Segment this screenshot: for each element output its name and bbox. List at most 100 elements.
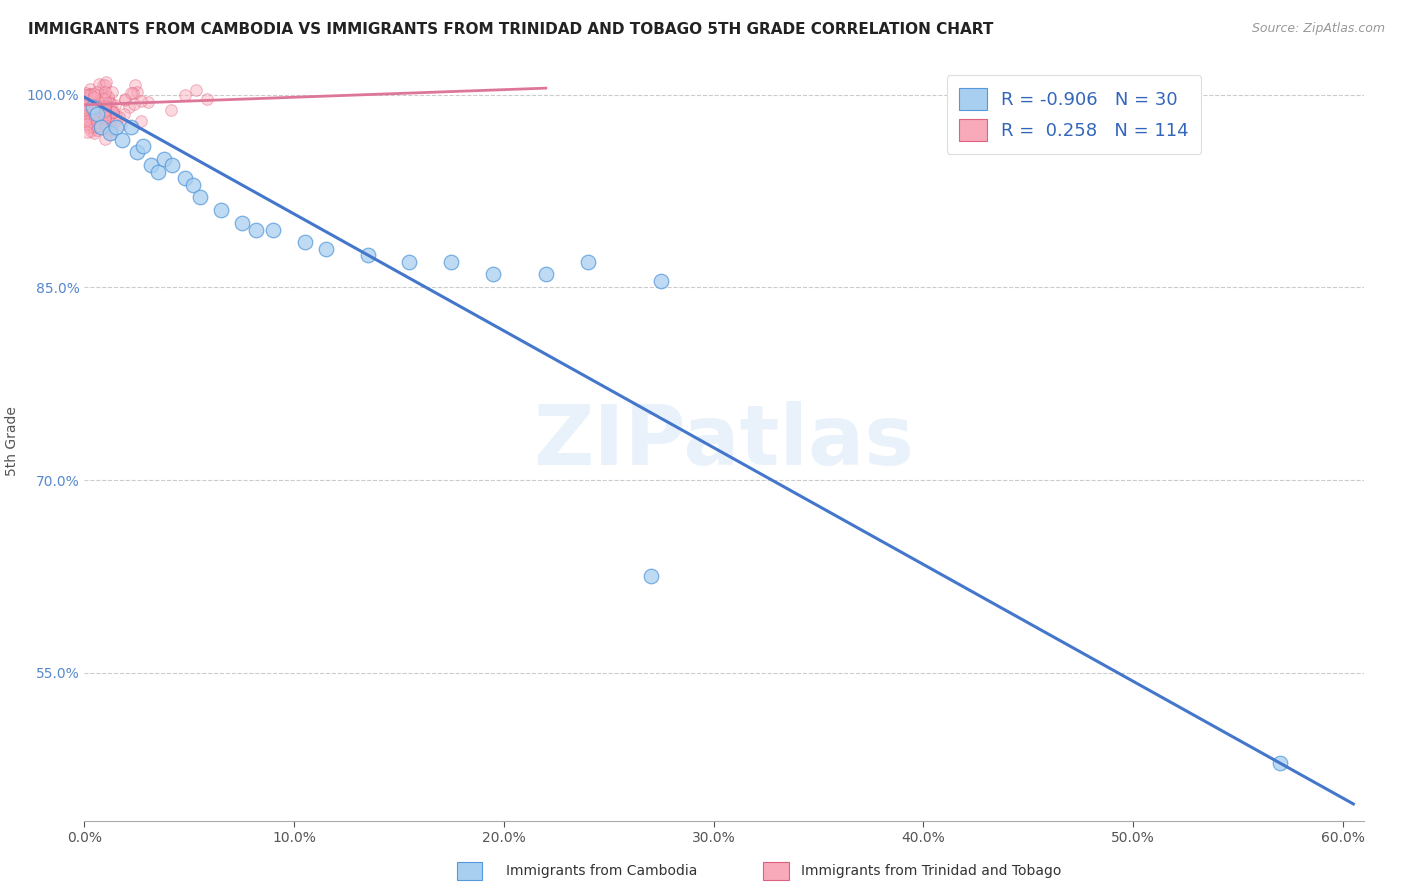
Point <box>75 112 97 127</box>
Point <box>86 112 108 126</box>
Point <box>89 77 111 91</box>
Point <box>80 98 103 112</box>
Point <box>86 115 108 129</box>
Point <box>79 93 101 107</box>
Point <box>82 92 104 106</box>
Point <box>84 93 107 107</box>
Point <box>100 96 122 111</box>
Point <box>83 126 105 140</box>
Point <box>101 85 124 99</box>
Point <box>86 107 108 121</box>
Point <box>79 124 101 138</box>
Point <box>186 83 208 97</box>
Point <box>79 118 101 132</box>
Point <box>79 111 101 125</box>
Point <box>79 95 101 109</box>
Point <box>112 107 135 121</box>
Point <box>103 105 125 120</box>
Point <box>96 102 118 116</box>
Text: Immigrants from Trinidad and Tobago: Immigrants from Trinidad and Tobago <box>801 863 1062 878</box>
Point <box>100 103 122 118</box>
Text: Source: ZipAtlas.com: Source: ZipAtlas.com <box>1251 22 1385 36</box>
Point <box>86 123 108 137</box>
Point <box>76 103 98 118</box>
Point <box>77 88 100 103</box>
Point <box>440 254 463 268</box>
Point <box>77 120 100 134</box>
Point <box>124 78 146 92</box>
Point <box>231 216 253 230</box>
Point <box>141 158 163 172</box>
Point <box>89 109 111 123</box>
Point <box>75 104 97 119</box>
Point <box>75 108 97 122</box>
Point <box>183 178 205 192</box>
Point <box>118 100 141 114</box>
Point <box>79 87 101 101</box>
Point <box>101 122 124 136</box>
Point <box>76 112 98 127</box>
Point <box>209 203 232 218</box>
Point <box>104 114 127 128</box>
Point <box>111 132 134 146</box>
Point <box>73 91 96 105</box>
Point <box>94 95 117 110</box>
Point <box>84 98 107 112</box>
Point <box>82 100 104 114</box>
Text: IMMIGRANTS FROM CAMBODIA VS IMMIGRANTS FROM TRINIDAD AND TOBAGO 5TH GRADE CORREL: IMMIGRANTS FROM CAMBODIA VS IMMIGRANTS F… <box>28 22 994 37</box>
Point <box>86 120 108 135</box>
Point <box>132 139 155 153</box>
Point <box>75 96 97 111</box>
Point <box>77 105 100 120</box>
Point <box>86 119 108 133</box>
Point <box>138 95 160 110</box>
Point <box>356 248 378 262</box>
Point <box>90 100 112 114</box>
Point <box>77 116 100 130</box>
Point <box>94 93 117 107</box>
Point <box>98 106 121 120</box>
Point <box>129 95 152 109</box>
Point <box>73 96 96 111</box>
Point <box>76 125 98 139</box>
Point <box>82 103 104 117</box>
Point <box>84 88 107 103</box>
Point <box>114 92 136 106</box>
Point <box>94 119 117 133</box>
Point <box>101 104 124 119</box>
Point <box>86 102 108 116</box>
Point <box>122 86 145 100</box>
Point <box>84 105 107 120</box>
Point <box>160 103 183 117</box>
Point <box>105 109 128 123</box>
Point <box>104 97 127 112</box>
Point <box>120 86 142 100</box>
Point <box>108 110 131 124</box>
Text: ZIPatlas: ZIPatlas <box>534 401 914 482</box>
Point <box>640 569 662 583</box>
Point <box>87 99 110 113</box>
Point <box>86 85 108 99</box>
Point <box>114 93 136 107</box>
Point <box>82 108 104 122</box>
Point <box>146 164 169 178</box>
Y-axis label: 5th Grade: 5th Grade <box>4 407 18 476</box>
Point <box>97 90 120 104</box>
Point <box>315 242 337 256</box>
Point <box>100 106 122 120</box>
Point <box>75 87 97 101</box>
Point <box>94 78 117 93</box>
Point <box>188 190 211 204</box>
Point <box>94 115 117 129</box>
Point <box>94 98 117 112</box>
Point <box>76 99 98 113</box>
Point <box>79 87 101 101</box>
Point <box>245 222 267 236</box>
Point <box>89 119 111 133</box>
Point <box>83 112 105 126</box>
Point <box>94 108 117 122</box>
Point <box>76 111 98 125</box>
Point <box>79 82 101 96</box>
Point <box>94 103 117 117</box>
Point <box>83 103 105 118</box>
